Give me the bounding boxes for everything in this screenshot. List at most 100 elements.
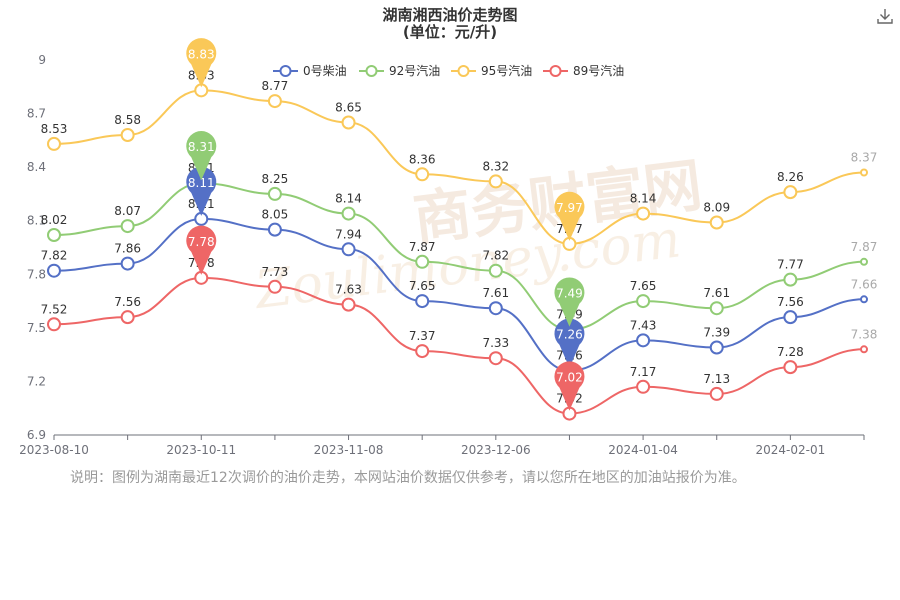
data-label: 8.65 [335,101,362,115]
data-label: 7.28 [777,345,804,359]
data-label: 7.13 [703,372,730,386]
data-point[interactable] [267,222,282,237]
data-point[interactable] [783,310,798,325]
data-label: 8.77 [262,79,289,93]
y-tick-label: 8.1 [27,214,46,228]
data-point[interactable] [341,115,356,130]
marker-pin-shape [186,225,217,275]
data-label: 7.56 [114,295,141,309]
x-tick-label: 2024-02-01 [755,443,825,457]
data-point[interactable] [783,360,798,375]
x-tick-label: 2023-10-11 [166,443,236,457]
marker-pin: 8.83 [186,38,217,88]
data-point[interactable] [120,219,135,234]
data-label: 8.37 [851,151,878,165]
data-point[interactable] [415,344,430,359]
legend-label: 92号汽油 [389,63,440,78]
data-label: 8.58 [114,113,141,127]
data-point[interactable] [783,185,798,200]
data-point[interactable] [636,379,651,394]
legend-symbol [549,65,562,77]
marker-pin-label: 8.11 [188,176,215,190]
data-label: 7.82 [41,249,68,263]
data-point[interactable] [415,294,430,309]
marker-pin-label: 7.49 [556,287,583,301]
data-point[interactable] [267,186,282,201]
data-label: 7.63 [335,283,362,297]
data-point[interactable] [47,228,61,242]
x-tick-label: 2023-12-06 [461,443,531,457]
x-tick-label: 2023-11-08 [314,443,384,457]
series-line [53,89,865,245]
marker-pin: 7.49 [554,277,585,327]
data-point[interactable] [415,167,430,182]
data-label: 7.61 [703,286,730,300]
data-point[interactable] [709,340,724,355]
data-point[interactable] [267,279,282,294]
legend-label: 0号柴油 [303,64,347,78]
download-icon[interactable] [876,7,894,25]
marker-pin-shape [186,131,217,181]
data-label: 8.53 [41,122,68,136]
data-point[interactable] [267,94,282,109]
data-point[interactable] [709,301,724,316]
y-tick-label: 7.8 [27,267,46,281]
data-label: 8.32 [482,159,509,173]
marker-pin-label: 8.83 [188,47,215,61]
data-point[interactable] [488,351,503,366]
legend-item[interactable]: 89号汽油 [543,63,624,78]
series-3: 7.527.567.787.737.637.377.337.027.177.13… [41,256,877,421]
data-point[interactable] [636,333,651,348]
legend-item[interactable]: 95号汽油 [451,63,532,78]
data-point[interactable] [860,168,868,177]
data-point[interactable] [120,310,135,325]
y-tick-label: 9 [38,53,46,67]
data-point[interactable] [47,263,61,278]
data-label: 7.65 [630,279,657,293]
data-point[interactable] [783,272,798,287]
data-point[interactable] [488,174,503,189]
legend-label: 89号汽油 [573,63,624,78]
marker-pin: 7.78 [186,225,217,275]
series-line [53,217,865,372]
data-label: 8.14 [630,192,657,206]
data-label: 7.77 [777,258,804,272]
data-label: 8.25 [262,172,289,186]
marker-pin-label: 7.78 [188,235,215,249]
data-label: 8.14 [335,192,362,206]
marker-pin-shape [186,166,217,216]
marker-pin: 7.97 [554,191,585,241]
data-point[interactable] [488,263,503,278]
data-point[interactable] [47,317,61,332]
data-point[interactable] [120,256,135,271]
y-tick-label: 6.9 [27,428,46,442]
y-tick-label: 8.4 [27,160,46,174]
data-label: 7.73 [262,265,289,279]
marker-pin-shape [554,361,585,411]
data-point[interactable] [415,254,430,269]
data-point[interactable] [636,206,651,221]
marker-pin-shape [554,318,585,368]
data-point[interactable] [120,128,135,142]
data-point[interactable] [47,136,61,151]
data-point[interactable] [709,215,724,230]
legend-item[interactable]: 0号柴油 [273,64,347,78]
data-label: 7.39 [703,326,730,340]
legend-symbol [279,65,292,77]
data-label: 7.33 [482,336,509,350]
data-point[interactable] [488,301,503,316]
data-label: 8.07 [114,204,141,218]
data-point[interactable] [860,295,868,304]
data-point[interactable] [341,206,356,221]
data-point[interactable] [341,297,356,312]
marker-pin-label: 7.02 [556,371,583,385]
legend-item[interactable]: 92号汽油 [359,63,440,78]
data-point[interactable] [709,386,724,401]
data-point[interactable] [636,294,651,309]
data-label: 8.09 [703,201,730,215]
data-point[interactable] [860,345,868,354]
data-point[interactable] [860,257,868,266]
data-label: 7.94 [335,227,362,241]
data-point[interactable] [341,242,356,257]
